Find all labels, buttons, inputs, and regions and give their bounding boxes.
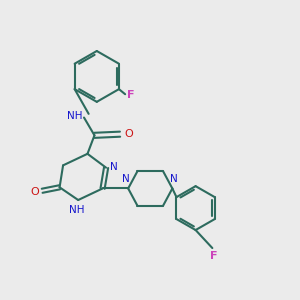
Text: NH: NH	[69, 205, 85, 215]
Text: F: F	[127, 90, 134, 100]
Text: NH: NH	[67, 111, 83, 121]
Text: O: O	[31, 187, 39, 197]
Text: F: F	[210, 251, 217, 261]
Text: O: O	[124, 129, 133, 139]
Text: N: N	[110, 161, 118, 172]
Text: N: N	[122, 174, 130, 184]
Text: N: N	[170, 174, 178, 184]
